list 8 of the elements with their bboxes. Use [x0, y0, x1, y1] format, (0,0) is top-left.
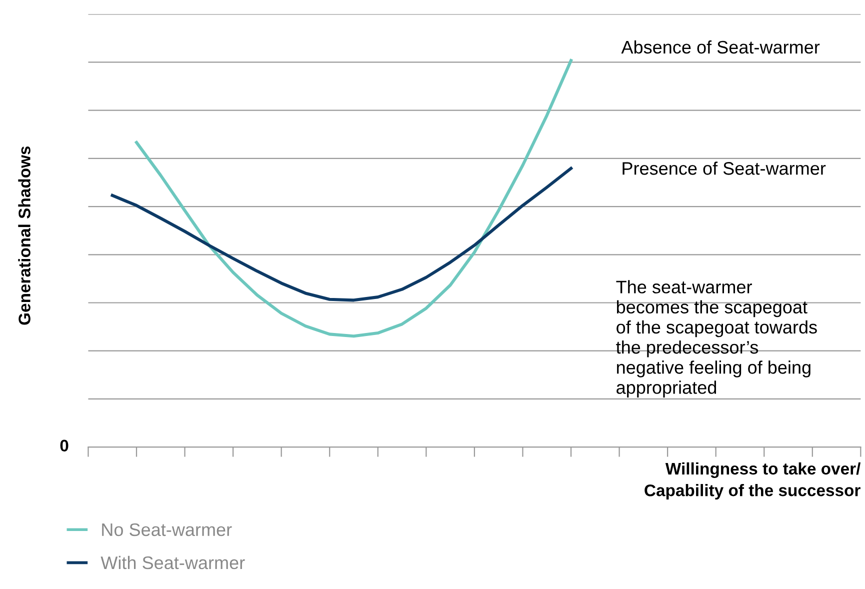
x-axis-title: Willingness to take over/ Capability of the successor: [644, 462, 861, 500]
text: 0: [60, 440, 68, 452]
legend-label: With Seat-warmer: [100, 556, 245, 570]
legend-label: No Seat-warmer: [102, 523, 232, 536]
annotation: The seat-warmer becomes the scapegoat of the scapegoat towards the predecessor’s negative feeling of being appropriated: [616, 280, 817, 398]
text: Absence of Seat-warmer: [621, 40, 820, 54]
y-axis-title: Generational Shadows: [18, 146, 30, 325]
annotation: Presence of Seat-warmer: [622, 162, 826, 175]
